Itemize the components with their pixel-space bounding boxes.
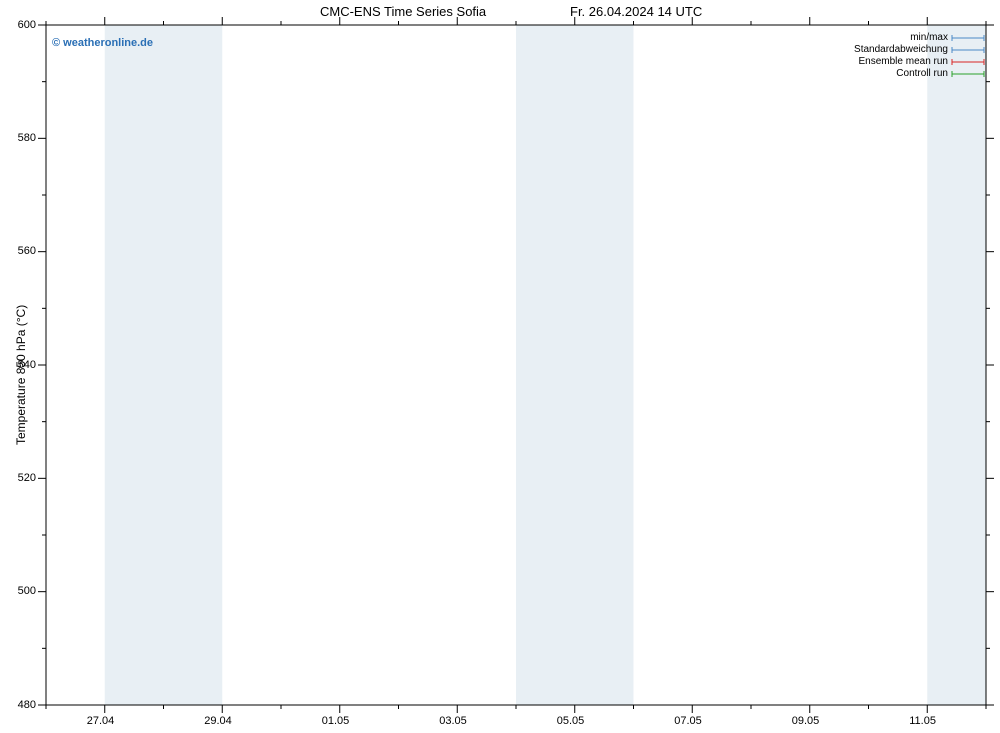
legend-item-label: min/max <box>910 32 948 43</box>
y-tick-label: 520 <box>18 472 36 484</box>
x-tick-label: 07.05 <box>674 715 702 727</box>
legend-item-label: Controll run <box>896 68 948 79</box>
y-tick-label: 580 <box>18 132 36 144</box>
y-tick-label: 600 <box>18 19 36 31</box>
x-tick-label: 27.04 <box>87 715 115 727</box>
legend-item-label: Standardabweichung <box>854 44 948 55</box>
legend-item-label: Ensemble mean run <box>859 56 949 67</box>
y-tick-label: 560 <box>18 245 36 257</box>
x-tick-label: 05.05 <box>557 715 585 727</box>
y-tick-label: 540 <box>18 359 36 371</box>
watermark: © weatheronline.de <box>52 37 153 49</box>
y-tick-label: 500 <box>18 585 36 597</box>
x-tick-label: 09.05 <box>792 715 820 727</box>
x-tick-label: 29.04 <box>204 715 232 727</box>
chart-title-left: CMC-ENS Time Series Sofia <box>320 4 486 19</box>
chart-container: CMC-ENS Time Series Sofia Fr. 26.04.2024… <box>0 0 1000 733</box>
x-tick-label: 03.05 <box>439 715 467 727</box>
chart-svg <box>0 0 1000 733</box>
y-tick-label: 480 <box>18 699 36 711</box>
x-tick-label: 01.05 <box>322 715 350 727</box>
x-tick-label: 11.05 <box>909 715 936 727</box>
chart-title-right: Fr. 26.04.2024 14 UTC <box>570 4 702 19</box>
y-axis-label: Temperature 850 hPa (°C) <box>14 305 28 445</box>
